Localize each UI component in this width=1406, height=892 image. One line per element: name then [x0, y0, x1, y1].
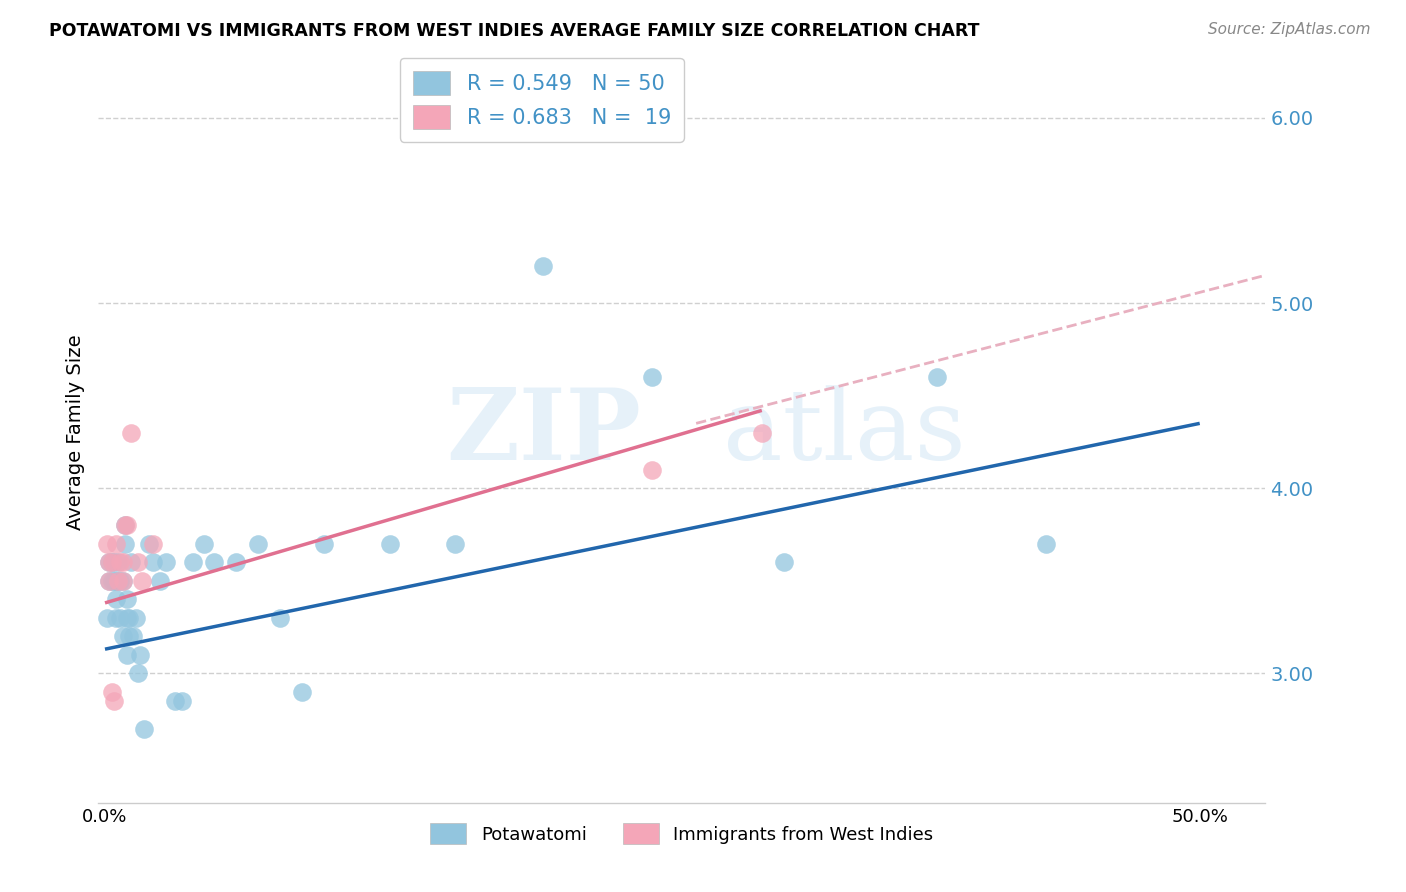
Point: [134, 722, 156, 736]
Text: POTAWATOMI VS IMMIGRANTS FROM WEST INDIES AVERAGE FAMILY SIZE CORRELATION CHART: POTAWATOMI VS IMMIGRANTS FROM WEST INDIE…: [49, 22, 980, 40]
Text: atlas: atlas: [723, 384, 966, 481]
Point: [531, 259, 554, 273]
Point: [98, 574, 121, 588]
Point: [127, 666, 149, 681]
Point: [115, 611, 138, 625]
Point: [107, 555, 129, 569]
Point: [165, 694, 187, 708]
Point: [127, 555, 149, 569]
Point: [641, 462, 664, 476]
Point: [103, 694, 125, 708]
Point: [444, 536, 467, 550]
Point: [107, 574, 129, 588]
Point: [96, 611, 118, 625]
Point: [138, 536, 160, 550]
Point: [104, 611, 127, 625]
Point: [110, 611, 132, 625]
Point: [111, 629, 134, 643]
Point: [118, 611, 141, 625]
Point: [110, 574, 132, 588]
Point: [100, 574, 122, 588]
Point: [269, 611, 291, 625]
Point: [114, 518, 136, 533]
Point: [124, 611, 146, 625]
Point: [114, 536, 136, 550]
Point: [103, 555, 125, 569]
Point: [120, 555, 142, 569]
Point: [110, 555, 132, 569]
Point: [98, 555, 121, 569]
Point: [247, 536, 270, 550]
Point: [204, 555, 226, 569]
Point: [291, 685, 314, 699]
Point: [378, 536, 401, 550]
Point: [115, 648, 138, 662]
Point: [122, 629, 145, 643]
Point: [312, 536, 335, 550]
Point: [129, 648, 152, 662]
Point: [104, 536, 127, 550]
Point: [104, 574, 127, 588]
Point: [115, 592, 138, 607]
Point: [641, 370, 664, 384]
Text: ZIP: ZIP: [446, 384, 641, 481]
Point: [170, 694, 193, 708]
Point: [120, 425, 142, 440]
Point: [155, 555, 177, 569]
Point: [115, 518, 138, 533]
Point: [772, 555, 794, 569]
Point: [103, 574, 125, 588]
Point: [751, 425, 773, 440]
Point: [96, 536, 118, 550]
Point: [100, 555, 122, 569]
Point: [181, 555, 204, 569]
Point: [1035, 536, 1057, 550]
Text: Source: ZipAtlas.com: Source: ZipAtlas.com: [1208, 22, 1371, 37]
Point: [98, 555, 121, 569]
Point: [111, 574, 134, 588]
Point: [193, 536, 215, 550]
Point: [142, 555, 165, 569]
Point: [118, 629, 141, 643]
Y-axis label: Average Family Size: Average Family Size: [66, 334, 84, 531]
Point: [98, 574, 121, 588]
Point: [111, 555, 134, 569]
Point: [131, 574, 153, 588]
Legend: Potawatomi, Immigrants from West Indies: Potawatomi, Immigrants from West Indies: [422, 814, 942, 853]
Point: [114, 518, 136, 533]
Point: [100, 555, 122, 569]
Point: [111, 574, 134, 588]
Point: [107, 574, 129, 588]
Point: [925, 370, 948, 384]
Point: [225, 555, 247, 569]
Point: [104, 592, 127, 607]
Point: [149, 574, 172, 588]
Point: [100, 685, 122, 699]
Point: [142, 536, 165, 550]
